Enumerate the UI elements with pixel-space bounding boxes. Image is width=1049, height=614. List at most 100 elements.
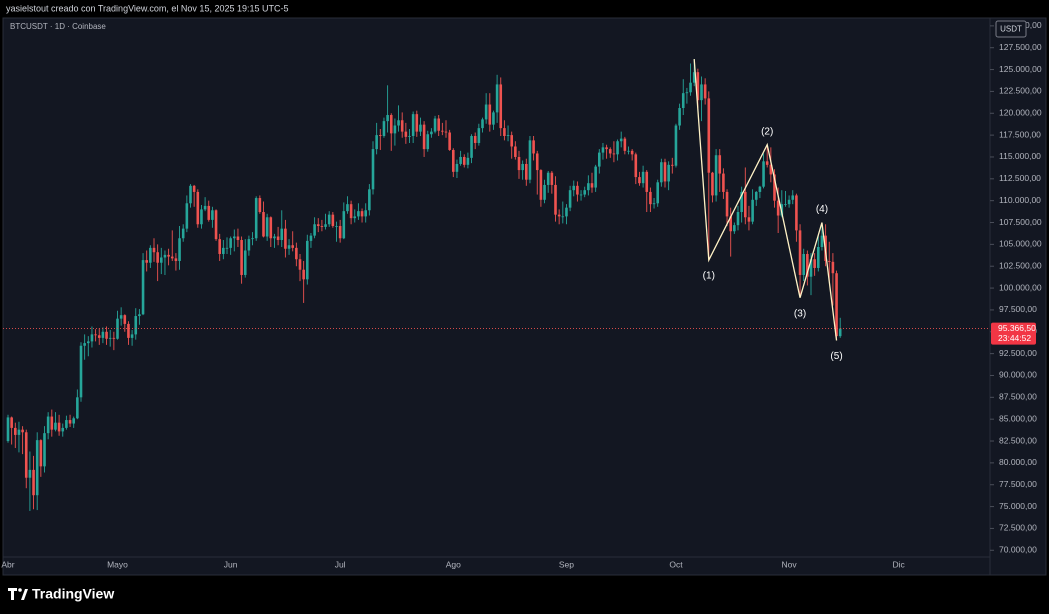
candle-body (24, 432, 28, 478)
candle-body (795, 195, 798, 231)
candle-body (689, 82, 692, 93)
candle-body (349, 204, 353, 219)
candle-body (284, 228, 287, 249)
candle-body (68, 420, 72, 424)
candle-body (681, 93, 685, 109)
candle-body (247, 239, 251, 251)
candle-body (6, 417, 10, 442)
candle-body (437, 118, 440, 131)
y-tick-label: 87.500,00 (999, 392, 1037, 402)
y-tick-label: 90.000,00 (999, 370, 1037, 380)
candle-body (630, 150, 634, 155)
candle-body (233, 236, 236, 239)
candle-body (550, 172, 554, 185)
x-tick-label: Nov (782, 559, 798, 569)
logo-dot (18, 588, 22, 592)
y-tick-label: 102.500,00 (999, 260, 1042, 270)
candle-body (21, 429, 24, 433)
candle-body (802, 253, 805, 275)
candle-body (32, 469, 35, 496)
candle-body (313, 224, 316, 236)
candle-body (156, 252, 159, 263)
candle-body (645, 171, 649, 192)
candle-body (809, 259, 813, 277)
currency-box[interactable] (995, 20, 1027, 38)
candle-body (554, 184, 557, 215)
candle-body (776, 200, 780, 216)
candle-body (419, 124, 422, 132)
candle-body (389, 115, 393, 134)
candle-body (243, 250, 247, 275)
candle-body (397, 120, 400, 126)
candle-body (170, 256, 174, 259)
y-tick-label: 80.000,00 (999, 457, 1037, 467)
candle-body (623, 138, 627, 151)
x-tick-label: Jun (224, 559, 238, 569)
y-tick-label: 107.500,00 (999, 217, 1042, 227)
candle-body (448, 132, 451, 150)
candle-body (54, 422, 57, 430)
x-tick-label: Mayo (107, 559, 128, 569)
candle-body (298, 259, 302, 270)
candle-body (415, 114, 419, 132)
candle-body (773, 174, 776, 201)
candle-body (287, 245, 291, 249)
candle-body (656, 182, 659, 204)
candle-body (557, 214, 561, 217)
candle-body (207, 205, 211, 220)
candle-body (309, 235, 313, 241)
candle-body (324, 224, 327, 227)
currency-label[interactable]: USDT (1000, 25, 1022, 34)
candle-body (65, 420, 68, 428)
candle-body (594, 166, 597, 188)
last-price-box (991, 322, 1036, 345)
y-tick-label: 92.500,00 (999, 348, 1037, 358)
candle-body (327, 214, 331, 225)
candle-body (459, 156, 462, 164)
logo-slash (21, 589, 28, 600)
candle-body (105, 331, 108, 339)
wave-label: (2) (761, 126, 773, 137)
candle-body (335, 226, 338, 227)
candle-body (174, 258, 178, 261)
candle-body (565, 207, 568, 217)
x-tick-label: Sep (559, 559, 574, 569)
candle-body (331, 214, 335, 227)
candle-body (616, 141, 619, 155)
candle-body (178, 238, 181, 261)
candle-body (338, 226, 342, 239)
candle-body (740, 191, 743, 213)
candle-body (525, 163, 528, 180)
y-tick-label: 105.000,00 (999, 239, 1042, 249)
chart-panel (2, 17, 1047, 576)
candle-body (229, 238, 232, 248)
candle-body (72, 418, 75, 424)
candle-body (718, 155, 722, 174)
candle-body (835, 273, 838, 337)
candle-body (422, 124, 426, 150)
candle-body (430, 131, 433, 135)
candle-body (481, 119, 484, 129)
candle-body (320, 226, 324, 227)
last-price-label: 95.366,50 (998, 323, 1036, 333)
candle-body (758, 186, 762, 192)
candle-body (196, 191, 200, 225)
candle-body (145, 260, 148, 263)
candle-body (583, 190, 586, 195)
candle-body (539, 170, 543, 200)
candle-body (353, 216, 357, 219)
candle-body (276, 236, 280, 240)
candle-body (346, 204, 349, 212)
candle-body (152, 247, 156, 253)
candle-body (393, 125, 397, 134)
x-tick-label: Dic (892, 559, 905, 569)
y-tick-label: 72.500,00 (999, 523, 1037, 533)
candle-body (411, 114, 415, 136)
candle-body (634, 154, 638, 178)
candle-body (707, 98, 711, 173)
candle-body (579, 194, 583, 196)
candle-body (787, 199, 791, 205)
candle-body (711, 172, 714, 196)
candle-body (130, 334, 134, 338)
candle-body (269, 217, 273, 239)
